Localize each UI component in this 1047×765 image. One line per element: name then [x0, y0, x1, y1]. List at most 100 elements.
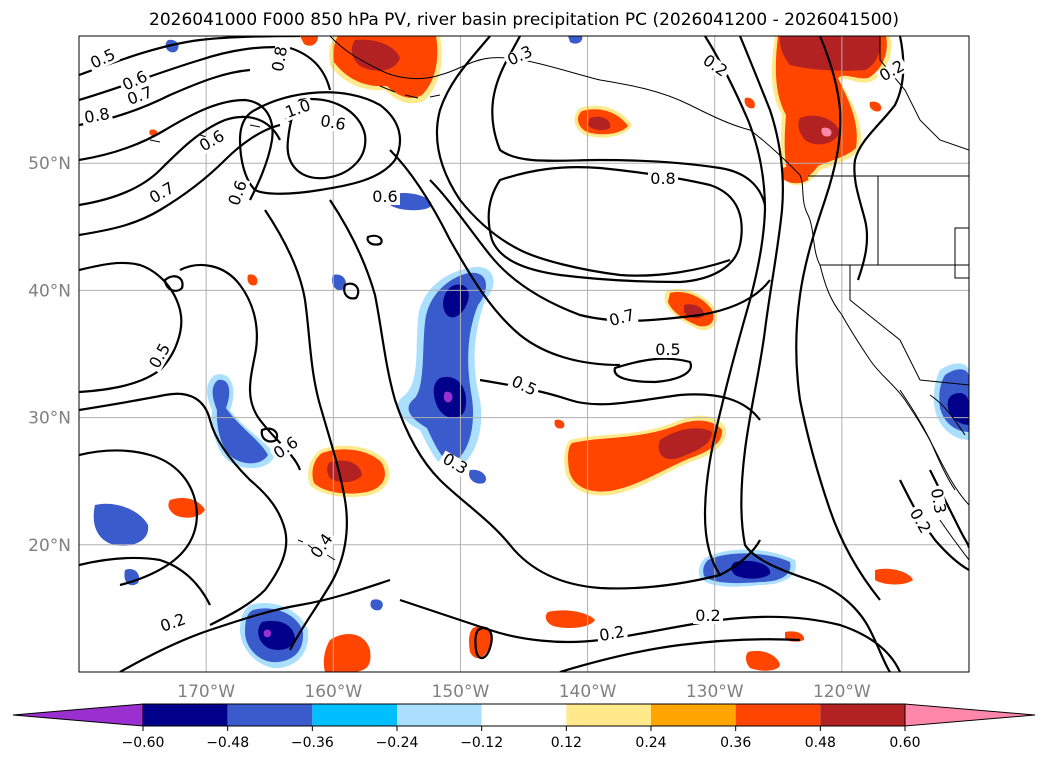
pv-contour [474, 626, 493, 660]
pos-anomaly-small-2 [545, 610, 595, 628]
longitude-tick-labels: 170°W 160°W 150°W 140°W 130°W 120°W [177, 682, 871, 702]
pos-anomaly-nw-canada-mid [775, 36, 887, 181]
longitude-tick-label: 120°W [813, 682, 871, 702]
pv-contour [79, 449, 198, 587]
pv-contour [738, 36, 891, 672]
colorbar-segment [143, 704, 228, 726]
contour-label-bg [596, 624, 629, 645]
pos-anomaly-nw-canada-core [821, 127, 832, 137]
colorbar-tick-label: −0.36 [291, 735, 334, 751]
pos-anomaly-west-25n-dark [327, 460, 362, 483]
neg-anomaly-central-pacific-mid [408, 272, 487, 462]
neg-anomaly-east-18n-dark [731, 560, 771, 579]
contour-label: 0.5 [655, 340, 680, 359]
map-title: 2026041000 F000 850 hPa PV, river basin … [149, 10, 899, 30]
colorbar-tick-label: −0.24 [376, 735, 419, 751]
contour-label: 0.8 [650, 169, 675, 188]
longitude-tick-label: 150°W [432, 682, 490, 702]
alaska-coast [329, 36, 801, 176]
neg-anomaly-central-pacific-core [443, 391, 453, 403]
pv-contour [79, 556, 211, 606]
contour-label-bg [269, 433, 303, 464]
pv-contours [79, 36, 969, 672]
hawaiian-islands [297, 539, 336, 561]
contour-label-bg [156, 611, 190, 636]
contour-label-bg [270, 43, 291, 76]
contour-label-bg [195, 127, 229, 156]
pv-contour [79, 261, 183, 394]
pv-contour [435, 36, 731, 277]
contour-label-bg [281, 97, 315, 122]
pos-anomaly-small-12 [869, 101, 882, 112]
contour-label: 0.6 [319, 111, 347, 134]
pv-contour [264, 209, 348, 651]
pv-contour [260, 427, 279, 443]
colorbar-segment [566, 704, 651, 726]
pv-contour [899, 479, 969, 571]
latitude-tick-label: 40°N [28, 281, 71, 301]
baja-peninsula [899, 389, 956, 491]
colorbar-tick-label: 0.24 [635, 735, 666, 751]
contour-label: 0.6 [372, 187, 397, 206]
latitude-tick-label: 50°N [28, 154, 71, 174]
pos-anomaly-gulf-alaska-dark [588, 116, 611, 131]
contour-label: 0.8 [83, 104, 111, 127]
colorbar-segment [481, 704, 567, 726]
contour-label-bg [875, 57, 909, 86]
canada-coast [799, 174, 969, 506]
colorbar-segment [820, 704, 905, 726]
contour-label-bg [693, 609, 723, 624]
pv-contour [286, 97, 367, 180]
latitude-tick-label: 20°N [28, 536, 71, 556]
latitude-tick-label: 30°N [28, 409, 71, 429]
pos-anomaly-small-4 [323, 634, 371, 672]
pos-anomaly-nw-canada-dark [779, 36, 881, 145]
colorbar-tick-label: −0.48 [206, 735, 249, 751]
contour-label-bg [146, 339, 175, 373]
contour-label-bg [507, 373, 541, 400]
colorbar-tick-label: −0.60 [122, 735, 165, 751]
map-frame [78, 35, 970, 673]
pv-contour [79, 123, 281, 237]
contour-label-bg [438, 450, 472, 479]
pos-anomaly-east-27n-dark [658, 428, 712, 460]
pv-contour [366, 234, 383, 246]
contour-labels: 0.50.60.70.80.60.81.00.60.50.70.60.60.40… [81, 42, 950, 645]
contour-label-bg [370, 190, 400, 205]
contour-label: 0.8 [268, 45, 291, 73]
colorbar-segment [227, 704, 313, 726]
pv-contour [429, 179, 771, 322]
contour-label: 0.2 [695, 606, 720, 625]
pv-contour [853, 36, 905, 281]
contour-label-bg [307, 529, 338, 563]
longitude-tick-label: 170°W [177, 682, 235, 702]
contour-label-bg [226, 176, 251, 210]
contour-label-bg [81, 106, 114, 127]
contour-label-bg [653, 343, 683, 358]
contour-label-bg [118, 68, 152, 95]
colorbar-tick-label: 0.12 [551, 735, 582, 751]
neg-anomaly-13n-core [263, 629, 272, 638]
pv-contour [79, 392, 288, 626]
neg-anomaly-small-2 [390, 193, 432, 211]
neg-anomaly-small-6 [568, 36, 583, 44]
pos-anomaly-small-5 [875, 568, 913, 585]
contour-label: 0.3 [927, 487, 950, 515]
latitude-tick-labels: 20°N 30°N 40°N 50°N [28, 154, 71, 556]
neg-anomaly-13n-dark [258, 620, 295, 650]
pv-contour [329, 199, 761, 590]
pv-contour [795, 36, 881, 601]
pv-contour [487, 166, 743, 284]
contour-label-bg [145, 179, 179, 208]
pos-anomaly-small-10 [247, 274, 258, 286]
pos-anomaly-small-11 [554, 419, 565, 429]
contour-label-bg [927, 485, 948, 518]
colorbar-tick-label: 0.60 [889, 735, 920, 751]
precip-anomaly-fills [93, 36, 969, 672]
colorbar-segment [397, 704, 482, 726]
pos-anomaly-small-3 [469, 625, 492, 659]
colorbar-tick-label: −0.12 [460, 735, 503, 751]
pos-anomaly-north-alaska-dark [351, 39, 400, 71]
pv-contour [163, 275, 184, 292]
